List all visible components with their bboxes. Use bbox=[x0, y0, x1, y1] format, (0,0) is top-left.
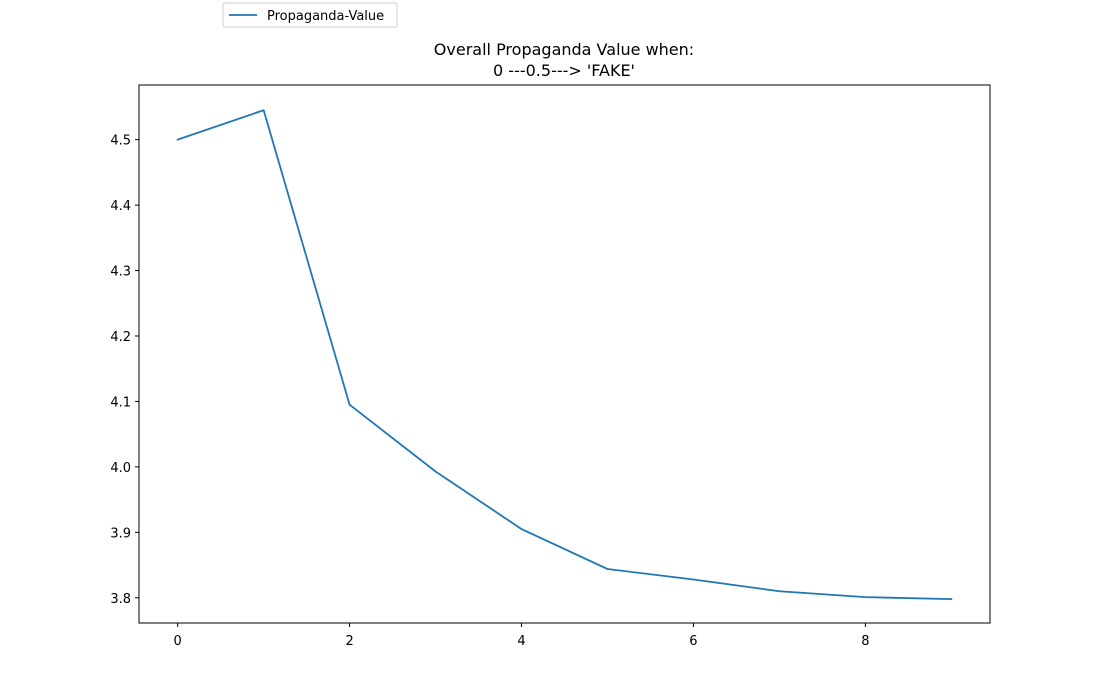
y-tick-label: 3.8 bbox=[110, 592, 131, 607]
legend: Propaganda-Value bbox=[222, 2, 398, 28]
chart-title-line-2: 0 ---0.5---> 'FAKE' bbox=[493, 61, 635, 80]
y-axis: 3.8 3.9 4.0 4.1 4.2 4.3 4.4 4.5 bbox=[110, 134, 139, 607]
x-tick-label: 4 bbox=[517, 634, 525, 649]
series-layer bbox=[176, 109, 953, 601]
x-axis: 0 2 4 6 8 bbox=[174, 623, 869, 649]
chart-title: Overall Propaganda Value when: 0 ---0.5-… bbox=[434, 40, 694, 80]
legend-box bbox=[222, 2, 398, 28]
y-tick-label: 4.4 bbox=[110, 199, 131, 214]
y-tick-label: 4.2 bbox=[110, 330, 131, 345]
x-tick-label: 0 bbox=[174, 634, 182, 649]
legend-label: Propaganda-Value bbox=[267, 9, 384, 24]
y-tick-label: 4.5 bbox=[110, 134, 131, 149]
series-line bbox=[176, 109, 953, 601]
x-tick-label: 2 bbox=[345, 634, 353, 649]
x-tick-label: 8 bbox=[861, 634, 869, 649]
y-tick-label: 4.3 bbox=[110, 265, 131, 280]
y-tick-label: 4.0 bbox=[110, 461, 131, 476]
chart-title-line-1: Overall Propaganda Value when: bbox=[434, 40, 694, 59]
y-tick-label: 3.9 bbox=[110, 526, 131, 541]
y-tick-label: 4.1 bbox=[110, 395, 131, 410]
x-tick-label: 6 bbox=[689, 634, 697, 649]
plot-area bbox=[138, 84, 991, 624]
